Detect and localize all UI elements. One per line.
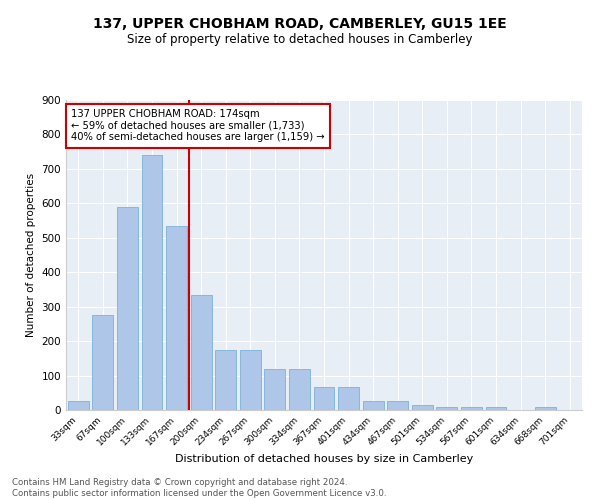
Bar bbox=[117, 207, 138, 410]
Bar bbox=[314, 387, 334, 410]
Bar bbox=[362, 402, 383, 410]
Bar bbox=[142, 155, 163, 410]
Bar bbox=[485, 406, 506, 410]
Bar bbox=[191, 294, 212, 410]
Bar bbox=[461, 406, 482, 410]
Bar bbox=[215, 350, 236, 410]
Bar bbox=[166, 226, 187, 410]
Text: 137, UPPER CHOBHAM ROAD, CAMBERLEY, GU15 1EE: 137, UPPER CHOBHAM ROAD, CAMBERLEY, GU15… bbox=[93, 18, 507, 32]
Y-axis label: Number of detached properties: Number of detached properties bbox=[26, 173, 36, 337]
Bar bbox=[535, 406, 556, 410]
Bar bbox=[338, 387, 359, 410]
Bar bbox=[68, 402, 89, 410]
X-axis label: Distribution of detached houses by size in Camberley: Distribution of detached houses by size … bbox=[175, 454, 473, 464]
Text: Size of property relative to detached houses in Camberley: Size of property relative to detached ho… bbox=[127, 32, 473, 46]
Bar bbox=[289, 368, 310, 410]
Bar bbox=[240, 350, 261, 410]
Bar bbox=[436, 406, 457, 410]
Text: Contains HM Land Registry data © Crown copyright and database right 2024.
Contai: Contains HM Land Registry data © Crown c… bbox=[12, 478, 386, 498]
Bar bbox=[92, 316, 113, 410]
Text: 137 UPPER CHOBHAM ROAD: 174sqm
← 59% of detached houses are smaller (1,733)
40% : 137 UPPER CHOBHAM ROAD: 174sqm ← 59% of … bbox=[71, 110, 325, 142]
Bar bbox=[265, 368, 286, 410]
Bar bbox=[387, 402, 408, 410]
Bar bbox=[412, 405, 433, 410]
